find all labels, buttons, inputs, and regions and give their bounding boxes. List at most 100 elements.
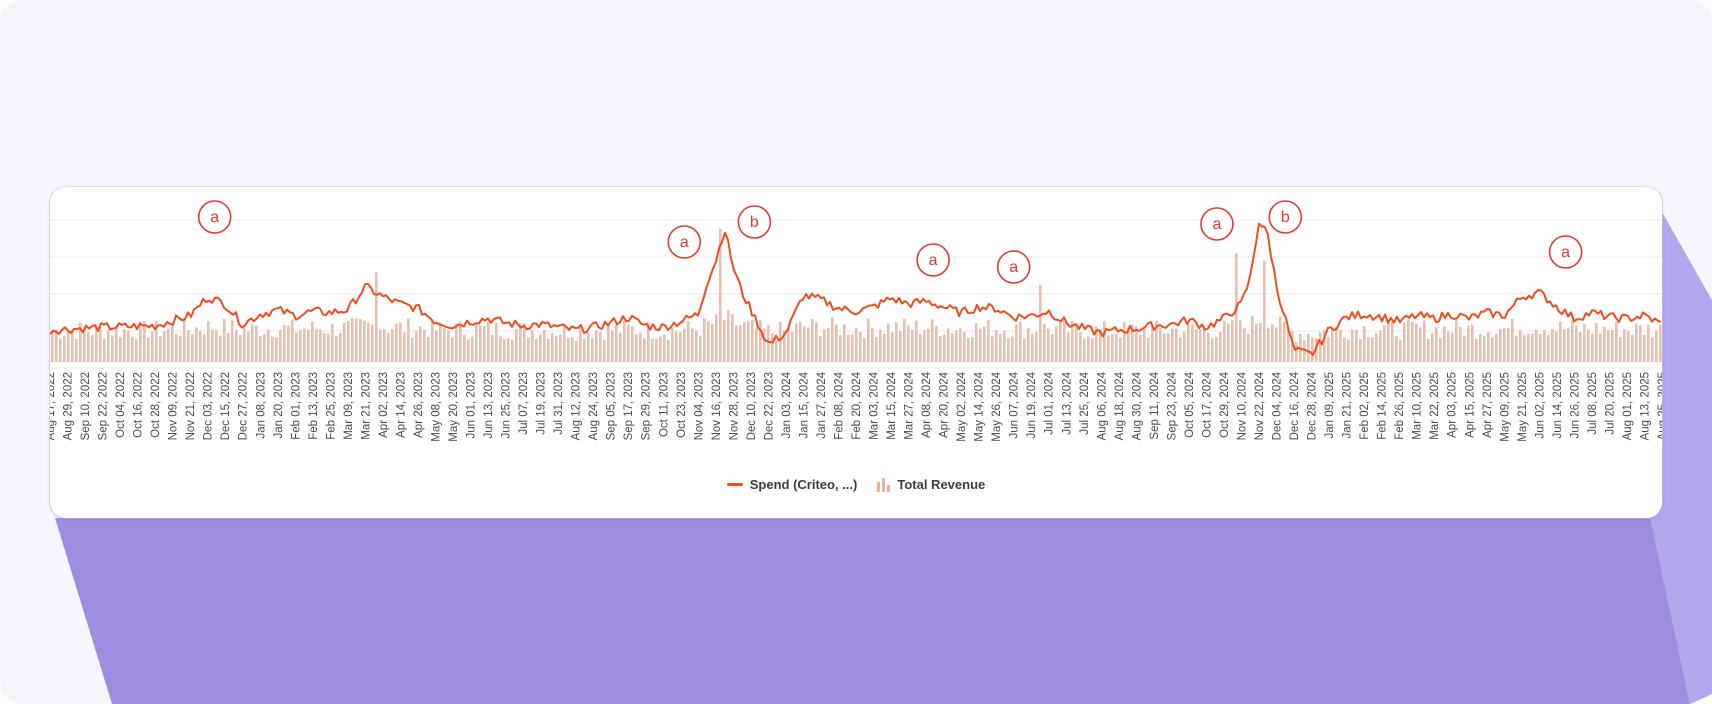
revenue-bar xyxy=(879,329,882,362)
revenue-bar xyxy=(1435,326,1438,362)
revenue-bar xyxy=(447,330,450,362)
revenue-bar xyxy=(559,334,562,362)
revenue-bar xyxy=(259,336,262,362)
revenue-bar xyxy=(671,327,674,362)
annotation-label: a xyxy=(1009,259,1018,276)
x-tick-label: Aug 13, 2025 xyxy=(1639,372,1651,440)
revenue-bar xyxy=(1171,328,1174,362)
revenue-bar xyxy=(183,319,186,362)
revenue-bar xyxy=(1595,322,1598,362)
revenue-bar xyxy=(1283,321,1286,362)
revenue-bar xyxy=(531,330,534,362)
revenue-bar xyxy=(463,334,466,362)
revenue-bar xyxy=(147,337,150,362)
revenue-bar xyxy=(975,323,978,362)
revenue-bar xyxy=(195,327,198,362)
revenue-bar xyxy=(1019,321,1022,362)
revenue-bar xyxy=(563,324,566,362)
revenue-bar xyxy=(1147,337,1150,362)
revenue-bar xyxy=(1511,319,1514,362)
revenue-bar xyxy=(319,329,322,362)
revenue-bar xyxy=(619,332,622,362)
x-tick-label: Aug 06, 2024 xyxy=(1096,371,1108,440)
revenue-bar xyxy=(1411,322,1414,362)
revenue-bar xyxy=(1507,327,1510,362)
x-tick-label: Jul 31, 2023 xyxy=(553,372,565,435)
revenue-bar xyxy=(1651,337,1654,362)
revenue-bar xyxy=(251,324,254,362)
revenue-bar xyxy=(707,321,710,362)
revenue-bar xyxy=(1219,332,1222,362)
x-tick-label: Apr 02, 2023 xyxy=(378,372,390,438)
revenue-bar xyxy=(891,332,894,362)
revenue-bar xyxy=(1611,329,1614,362)
revenue-bar xyxy=(1175,328,1178,362)
x-tick-label: Sep 10, 2022 xyxy=(80,372,92,440)
revenue-bar xyxy=(827,327,830,362)
revenue-bar xyxy=(1087,336,1090,362)
revenue-bar xyxy=(1415,323,1418,362)
revenue-bar xyxy=(667,339,670,362)
x-tick-label: Sep 29, 2023 xyxy=(641,372,653,440)
revenue-bar xyxy=(1559,321,1562,362)
revenue-bar xyxy=(911,329,914,362)
revenue-bar xyxy=(279,330,282,362)
annotation-circle xyxy=(916,243,950,277)
revenue-bar xyxy=(863,337,866,362)
revenue-bar xyxy=(651,338,654,362)
revenue-bar xyxy=(255,325,258,362)
revenue-bar xyxy=(1067,332,1070,362)
revenue-bar xyxy=(55,329,58,362)
annotation-circle xyxy=(737,205,772,239)
revenue-bar xyxy=(411,337,414,362)
revenue-bar xyxy=(355,318,358,362)
revenue-bar xyxy=(1271,324,1274,362)
revenue-bar xyxy=(691,328,694,362)
revenue-bar xyxy=(639,332,642,362)
revenue-bar xyxy=(427,337,430,362)
revenue-bar xyxy=(1331,328,1334,362)
revenue-bar xyxy=(711,323,714,362)
revenue-bar xyxy=(1151,325,1154,362)
annotation-circle xyxy=(1548,235,1583,269)
legend-label-revenue: Total Revenue xyxy=(897,477,986,492)
revenue-bar xyxy=(1159,327,1162,362)
revenue-bar xyxy=(1143,328,1146,362)
x-tick-label: Sep 17, 2023 xyxy=(623,372,635,440)
revenue-bar xyxy=(1447,331,1450,362)
x-tick-label: Jul 20, 2025 xyxy=(1604,372,1616,435)
revenue-bar xyxy=(971,337,974,362)
revenue-bar xyxy=(631,326,634,362)
legend-line-icon xyxy=(726,483,743,486)
revenue-bar xyxy=(503,339,506,362)
x-tick-label: Feb 25, 2023 xyxy=(325,372,337,440)
revenue-bar xyxy=(1255,323,1258,362)
revenue-bar xyxy=(1599,333,1602,362)
revenue-bar xyxy=(111,335,114,362)
x-tick-label: Mar 22, 2025 xyxy=(1429,372,1441,440)
revenue-bar xyxy=(647,322,650,362)
revenue-bar xyxy=(323,333,326,362)
revenue-bar xyxy=(1575,325,1578,362)
revenue-bar xyxy=(287,325,290,362)
revenue-bar xyxy=(119,337,122,362)
legend-item-spend[interactable]: Spend (Criteo, ...) xyxy=(726,477,857,492)
chart-legend: Spend (Criteo, ...) Total Revenue xyxy=(50,477,1662,492)
x-tick-label: Mar 03, 2024 xyxy=(869,371,881,439)
revenue-bar xyxy=(247,331,250,362)
x-tick-label: Apr 03, 2025 xyxy=(1447,372,1459,438)
revenue-bar xyxy=(591,338,594,362)
x-tick-label: Oct 28, 2022 xyxy=(150,372,162,438)
x-tick-label: Feb 20, 2024 xyxy=(851,371,863,439)
revenue-bar xyxy=(547,338,550,362)
revenue-bar xyxy=(239,334,242,362)
revenue-bar xyxy=(543,330,546,362)
revenue-bar xyxy=(1379,330,1382,362)
revenue-bar xyxy=(599,331,602,362)
legend-item-revenue[interactable]: Total Revenue xyxy=(877,477,985,492)
revenue-bar xyxy=(1387,319,1390,362)
x-tick-label: Jul 25, 2024 xyxy=(1079,371,1091,434)
revenue-bar xyxy=(1015,324,1018,362)
revenue-bar xyxy=(1607,330,1610,362)
revenue-bar xyxy=(219,335,222,362)
